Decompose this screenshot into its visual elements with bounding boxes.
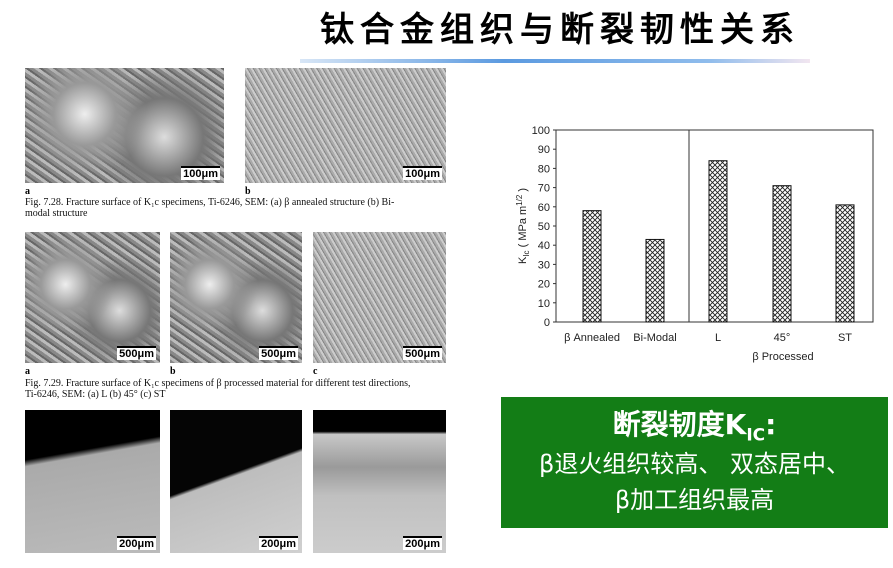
panel-label: a — [25, 186, 30, 197]
caption-line: Ti-6246, SEM: (a) L (b) 45° (c) ST — [25, 389, 166, 400]
y-tick-label: 90 — [538, 144, 550, 156]
summary-box: 断裂韧度KIC: β退火组织较高、 双态居中、 β加工组织最高 — [501, 397, 888, 528]
slide-title: 钛合金组织与断裂韧性关系 — [320, 10, 800, 50]
y-tick-label: 0 — [544, 317, 550, 329]
bar-1 — [645, 238, 665, 323]
caption-line: Fig. 7.29. Fracture surface of K₁c speci… — [25, 378, 411, 389]
scale-bar: 100μm — [181, 166, 220, 180]
scale-bar: 500μm — [259, 346, 298, 360]
micrograph-7-28a: 100μm — [25, 68, 224, 183]
bar-4 — [835, 204, 855, 323]
scale-bar: 500μm — [403, 346, 442, 360]
summary-heading: 断裂韧度KIC: — [612, 408, 777, 446]
title-underline — [300, 59, 810, 63]
micrograph-cross-section-1: 200μm — [25, 410, 160, 553]
summary-line: β加工组织最高 — [614, 485, 775, 514]
x-tick-label: Bi-Modal — [633, 332, 676, 344]
summary-line: β退火组织较高、 双态居中、 — [539, 449, 850, 478]
scale-bar: 500μm — [117, 346, 156, 360]
caption-line: modal structure — [25, 208, 88, 219]
caption-7-28: Fig. 7.28. Fracture surface of K₁c speci… — [25, 197, 394, 219]
x-tick-label: ST — [838, 332, 852, 344]
scale-bar: 200μm — [259, 536, 298, 550]
x-tick-label: L — [715, 332, 721, 344]
caption-line: Fig. 7.28. Fracture surface of K₁c speci… — [25, 197, 395, 208]
x-tick-label: 45° — [774, 332, 791, 344]
panel-label: c — [313, 366, 318, 377]
scale-bar: 200μm — [117, 536, 156, 550]
y-tick-label: 20 — [538, 279, 550, 291]
group-label: β Processed — [752, 351, 813, 363]
y-tick-label: 60 — [538, 202, 550, 214]
y-tick-label: 80 — [538, 163, 550, 175]
caption-7-29: Fig. 7.29. Fracture surface of K₁c speci… — [25, 378, 410, 400]
bar-2 — [708, 160, 728, 323]
panel-label: b — [170, 366, 176, 377]
micrograph-7-29a: 500μm — [25, 232, 160, 363]
panel-label: a — [25, 366, 30, 377]
y-tick-label: 40 — [538, 240, 550, 252]
y-tick-label: 70 — [538, 183, 550, 195]
x-tick-label: β Annealed — [564, 332, 620, 344]
micrograph-cross-section-3: 200μm — [313, 410, 446, 553]
y-tick-label: 50 — [538, 221, 550, 233]
micrograph-7-29c: 500μm — [313, 232, 446, 363]
y-axis-label: KIc ( MPa m1/2 ) — [515, 188, 531, 264]
micrograph-cross-section-2: 200μm — [170, 410, 302, 553]
bar-3 — [772, 185, 792, 323]
bar-0 — [582, 210, 602, 323]
scale-bar: 100μm — [403, 166, 442, 180]
y-tick-label: 100 — [532, 125, 550, 137]
scale-bar: 200μm — [403, 536, 442, 550]
y-tick-label: 10 — [538, 298, 550, 310]
y-tick-label: 30 — [538, 259, 550, 271]
micrograph-7-28b: 100μm — [245, 68, 446, 183]
panel-label: b — [245, 186, 251, 197]
micrograph-7-29b: 500μm — [170, 232, 302, 363]
